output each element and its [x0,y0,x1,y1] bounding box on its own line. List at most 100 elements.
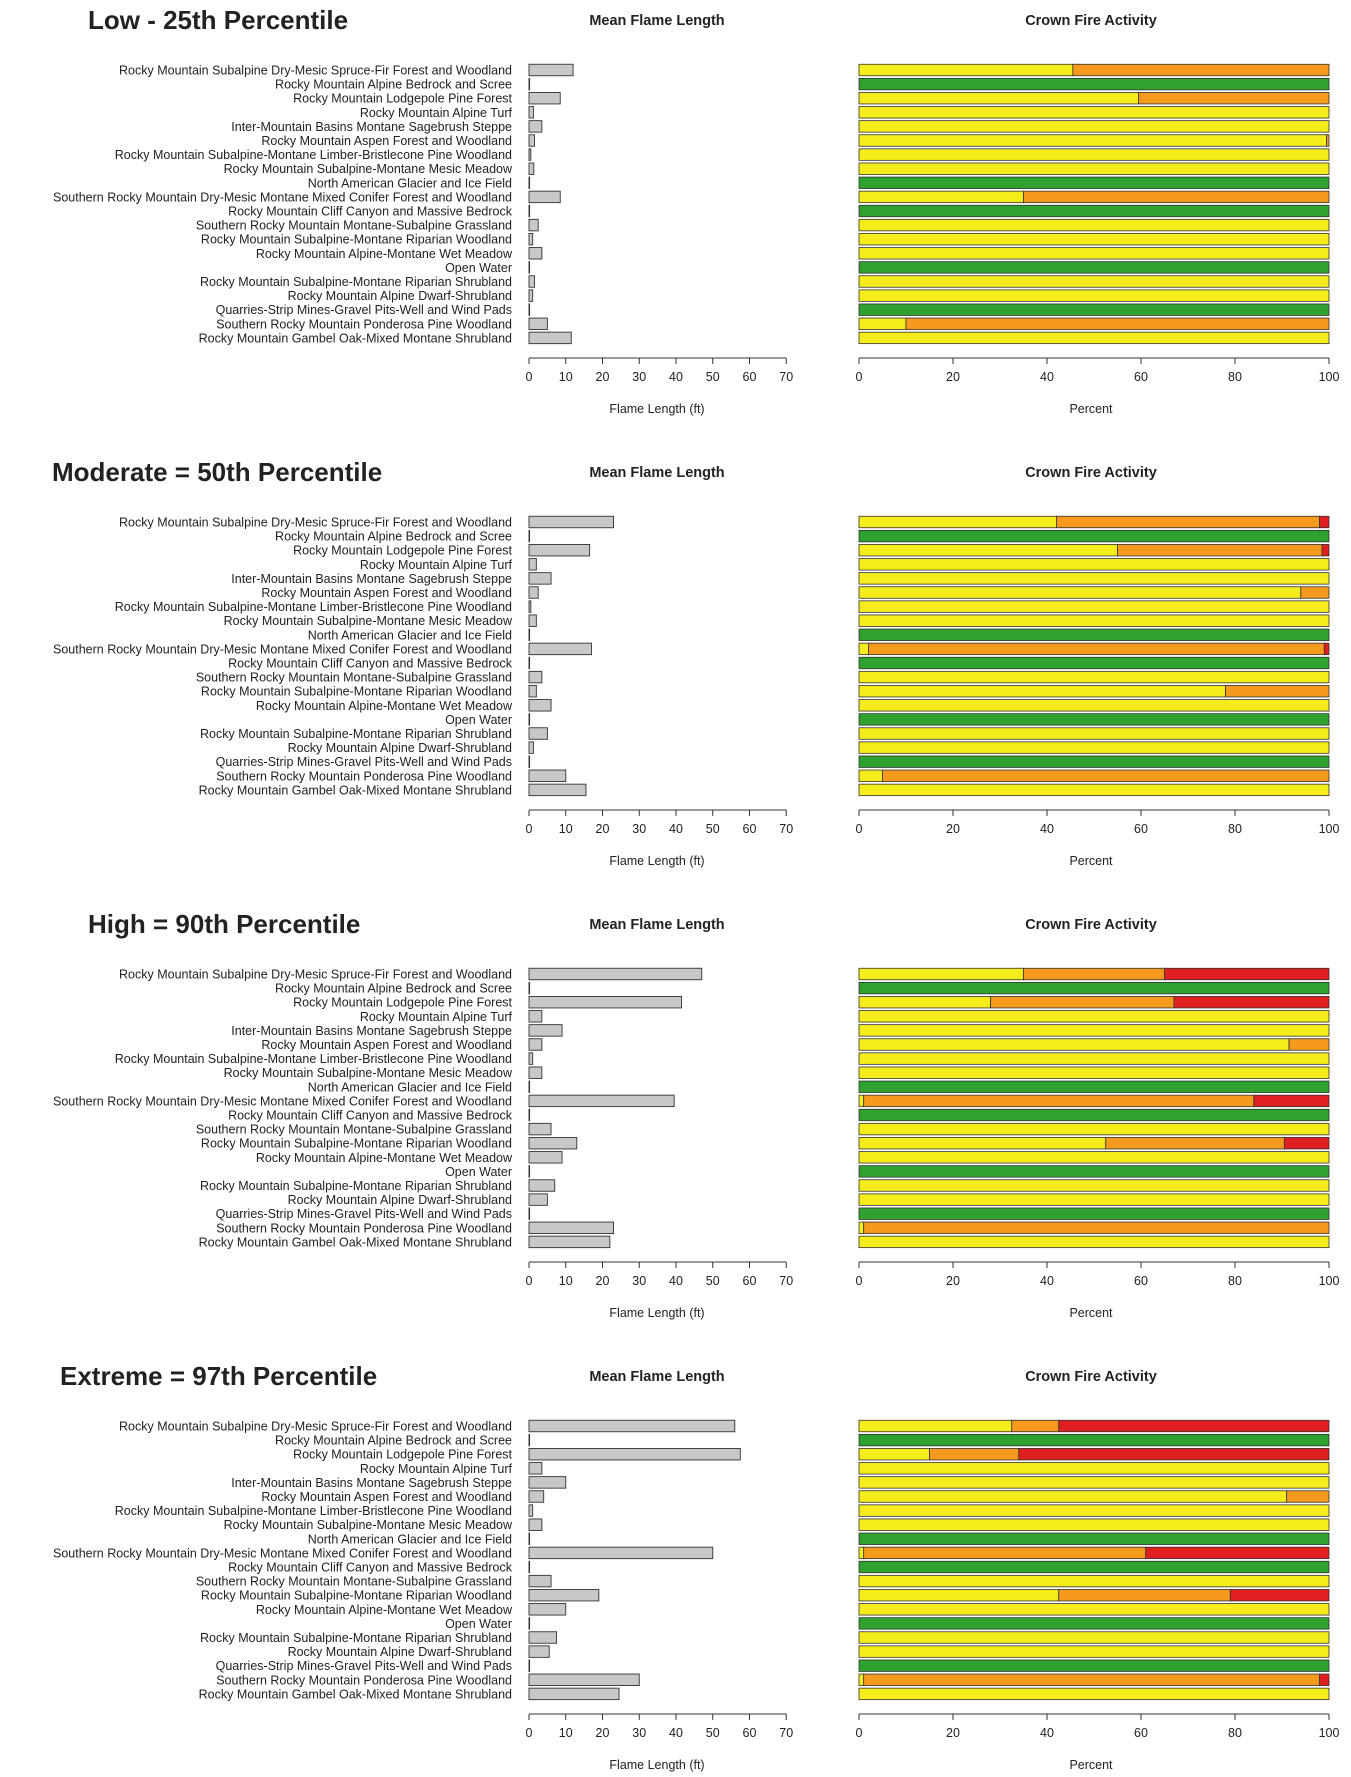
crown-x-tick-label: 80 [1228,1726,1242,1740]
crown-x-tick-label: 40 [1040,1274,1054,1288]
crown-fire-segment [858,1235,1330,1249]
flame-length-bar [528,1476,567,1489]
crown-fire-segment [858,63,1074,77]
category-label: Rocky Mountain Subalpine Dry-Mesic Spruc… [119,516,512,530]
crown-fire-segment [858,1052,1330,1065]
crown-fire-segment [858,1038,1290,1051]
flame-length-bar [528,769,567,782]
crown-fire-segment [858,741,1330,754]
category-label: Rocky Mountain Lodgepole Pine Forest [293,92,512,106]
category-label: Rocky Mountain Alpine Dwarf-Shrubland [288,1193,512,1207]
category-label: Inter-Mountain Basins Montane Sagebrush … [231,572,512,586]
crown-chart-title: Crown Fire Activity [1025,13,1157,29]
crown-fire-segment [858,515,1057,529]
category-label: Rocky Mountain Gambel Oak-Mixed Montane … [199,1235,512,1249]
scenario-panel: Extreme = 97th Percentile Mean Flame Leng… [53,1361,1339,1772]
crown-fire-segment [858,544,1118,557]
flame-x-tick-label: 20 [596,370,610,384]
flame-length-bar [528,1165,531,1178]
crown-fire-segment [858,1066,1330,1079]
flame-length-bar [528,1673,640,1687]
flame-length-bar [528,1122,552,1136]
category-label: Southern Rocky Mountain Ponderosa Pine W… [216,1673,512,1687]
flame-length-bar [528,303,531,316]
crown-fire-segment [858,614,1330,627]
flame-length-bar [528,190,561,204]
crown-fire-segment [858,699,1330,712]
flame-length-bar [528,1066,543,1079]
crown-fire-segment [1253,1094,1330,1108]
flame-x-tick-label: 60 [743,1274,757,1288]
flame-x-tick-label: 40 [669,822,683,836]
crown-fire-segment [858,92,1140,105]
flame-length-bar [528,1574,552,1588]
category-label: Southern Rocky Mountain Dry-Mesic Montan… [53,190,512,204]
crown-fire-segment [858,176,1330,189]
scenario-panel: Moderate = 50th Percentile Mean Flame Len… [52,457,1339,868]
crown-fire-segment [858,642,869,656]
crown-x-tick-label: 100 [1319,822,1340,836]
flame-x-tick-label: 40 [669,370,683,384]
category-label: Rocky Mountain Subalpine-Montane Riparia… [201,1589,512,1603]
flame-length-bar [528,1504,534,1517]
category-label: Southern Rocky Mountain Ponderosa Pine W… [216,1221,512,1235]
category-label: Southern Rocky Mountain Montane-Subalpin… [196,219,512,233]
flame-length-bar [528,685,537,698]
flame-length-bar [528,106,534,119]
crown-fire-segment [1105,1137,1285,1150]
category-label: Rocky Mountain Aspen Forest and Woodland [261,1490,512,1504]
flame-chart-title: Mean Flame Length [589,917,724,933]
crown-x-tick-label: 60 [1134,1726,1148,1740]
category-label: Open Water [445,261,512,275]
flame-length-bar [528,713,531,726]
crown-fire-segment [1288,1038,1330,1051]
crown-fire-segment [858,190,1024,204]
category-label: Rocky Mountain Alpine Bedrock and Scree [275,982,512,996]
flame-length-bar [528,670,543,684]
flame-x-tick-label: 10 [559,822,573,836]
crown-fire-segment [858,1490,1288,1503]
category-label: Rocky Mountain Gambel Oak-Mixed Montane … [199,1687,512,1701]
category-label: Rocky Mountain Aspen Forest and Woodland [261,1038,512,1052]
flame-x-tick-label: 70 [779,370,793,384]
crown-fire-segment [858,77,1330,91]
crown-fire-segment [1072,63,1330,77]
flame-length-bar [528,981,531,995]
crown-chart-title: Crown Fire Activity [1025,465,1157,481]
crown-fire-segment [858,1221,865,1234]
crown-fire-segment [858,713,1330,726]
flame-length-bar [528,783,587,797]
crown-fire-segment [858,204,1330,218]
flame-x-tick-label: 10 [559,1274,573,1288]
crown-x-tick-label: 100 [1319,1274,1340,1288]
crown-fire-segment [858,1645,1330,1658]
crown-fire-segment [1011,1419,1060,1433]
flame-length-bar [528,1094,675,1108]
category-label: Rocky Mountain Alpine Dwarf-Shrubland [288,741,512,755]
crown-fire-segment [858,529,1330,543]
flame-length-bar [528,741,534,754]
crown-fire-segment [858,1080,1330,1093]
category-label: Southern Rocky Mountain Dry-Mesic Montan… [53,642,512,656]
flame-length-bar [528,63,574,77]
flame-length-bar [528,1179,556,1192]
crown-fire-segment [858,558,1330,571]
category-label: Rocky Mountain Cliff Canyon and Massive … [228,205,513,219]
crown-fire-segment [858,981,1330,995]
crown-fire-segment [858,628,1330,641]
crown-fire-segment [858,600,1330,613]
flame-x-tick-label: 10 [559,1726,573,1740]
flame-length-bar [528,232,534,246]
flame-length-bar [528,586,539,599]
category-label: Rocky Mountain Subalpine-Montane Mesic M… [224,1518,513,1532]
scenario-panel: High = 90th Percentile Mean Flame Length C… [53,909,1339,1320]
category-label: Quarries-Strip Mines-Gravel Pits-Well an… [216,755,512,769]
flame-x-tick-label: 0 [526,370,533,384]
category-label: Rocky Mountain Subalpine Dry-Mesic Spruc… [119,968,512,982]
crown-fire-segment [858,1589,1060,1602]
flame-length-bar [528,1532,531,1546]
flame-length-bar [528,628,531,641]
crown-fire-segment [1286,1490,1330,1503]
flame-length-bar [528,967,703,981]
crown-fire-segment [863,1546,1147,1560]
